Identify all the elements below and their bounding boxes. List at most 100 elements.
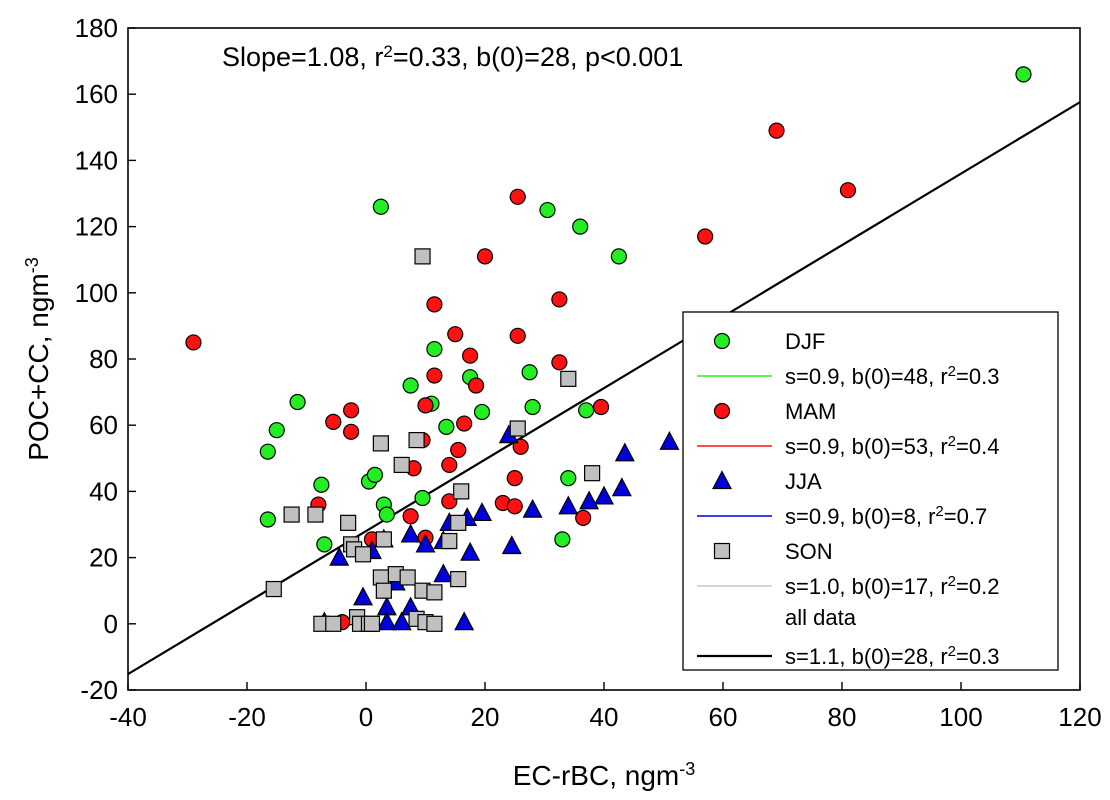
son-point (414, 248, 431, 265)
djf-point (578, 402, 595, 419)
mam-point (343, 423, 360, 440)
mam-point (426, 367, 443, 384)
legend: DJF s=0.9, b(0)=48, r2=0.3 MAM s=0.9, b(0)=… (682, 311, 1059, 671)
mam-point (575, 509, 592, 526)
y-tick-label: -20 (80, 675, 118, 705)
jja-point (579, 490, 600, 510)
djf-point (366, 466, 384, 483)
son-point (450, 514, 467, 531)
mam-point (441, 493, 458, 510)
legend-marker-jja (712, 470, 732, 490)
son-point (340, 514, 357, 531)
djf-point (438, 418, 455, 435)
jja-point (454, 611, 475, 631)
mam-point (447, 326, 464, 343)
son-point (354, 546, 372, 563)
x-tick-label: 40 (590, 702, 619, 732)
mam-point (592, 398, 610, 416)
series-jja (314, 424, 680, 631)
jja-point (614, 442, 635, 462)
djf-point (316, 536, 333, 553)
jja-point (472, 502, 493, 522)
jja-point (329, 546, 350, 566)
mam-point (441, 456, 458, 474)
djf-point (1015, 66, 1032, 83)
djf-point (402, 377, 419, 394)
annotation-text: Slope=1.08, r2=0.33, b(0)=28, p<0.001 (222, 42, 683, 73)
legend-label-all-data: all data (785, 605, 857, 630)
mam-point (697, 228, 714, 245)
djf-point (313, 476, 330, 493)
y-tick-label: 100 (75, 278, 118, 308)
mam-point (506, 470, 523, 487)
y-tick-label: 120 (75, 212, 118, 242)
djf-point (378, 506, 395, 523)
series-djf (259, 66, 1032, 553)
djf-point (268, 422, 285, 439)
mam-point (509, 327, 526, 344)
djf-point (560, 470, 577, 487)
mam-point (456, 415, 473, 432)
y-tick-label: 180 (75, 13, 118, 43)
mam-point (426, 296, 443, 313)
jja-point (400, 523, 421, 543)
son-point (265, 580, 282, 598)
djf-point (473, 403, 491, 421)
y-tick-label: 80 (89, 344, 118, 374)
djf-point (524, 398, 541, 416)
x-tick-label: 80 (828, 702, 857, 732)
legend-label-mam: MAM (785, 399, 836, 424)
legend-fit-label-son: s=1.0, b(0)=17, r2=0.2 (785, 573, 999, 600)
son-point (283, 506, 300, 523)
djf-point (539, 201, 556, 219)
jja-point (659, 430, 680, 450)
jja-point (594, 485, 614, 505)
djf-point (426, 340, 443, 358)
mam-point (551, 354, 568, 371)
jja-point (501, 535, 522, 555)
y-axis-label: POC+CC, ngm-3 (22, 257, 54, 461)
mam-point (325, 413, 342, 430)
mam-point (839, 182, 857, 199)
mam-point (506, 498, 523, 515)
x-tick-label: 120 (1058, 702, 1101, 732)
djf-point (572, 218, 589, 235)
son-point (393, 456, 410, 474)
djf-point (259, 511, 276, 528)
jja-point (522, 498, 543, 518)
y-tick-label: 0 (104, 609, 118, 639)
son-point (560, 370, 577, 387)
jja-point (460, 541, 481, 561)
jja-point (558, 495, 579, 515)
x-tick-label: 100 (939, 702, 982, 732)
mam-point (768, 122, 785, 139)
son-point (426, 584, 443, 601)
son-point (509, 420, 526, 437)
son-point (375, 531, 392, 548)
son-point (363, 615, 381, 632)
son-point (372, 435, 389, 452)
legend-label-son: SON (785, 539, 833, 564)
x-tick-label: -40 (109, 702, 147, 732)
djf-point (289, 393, 306, 411)
djf-point (414, 489, 431, 507)
x-tick-label: -20 (228, 702, 266, 732)
djf-point (259, 443, 276, 460)
regression-line-all-data (128, 101, 1080, 676)
jja-point (415, 533, 436, 553)
son-point (375, 582, 392, 599)
y-tick-label: 40 (89, 476, 118, 506)
jja-point (391, 611, 412, 631)
son-point (325, 615, 342, 632)
y-tick-label: 160 (75, 79, 118, 109)
series-son (265, 248, 601, 632)
y-tick-label: 20 (89, 543, 118, 573)
jja-point (611, 477, 632, 497)
son-point (453, 483, 470, 500)
son-point (441, 532, 458, 550)
mam-point (476, 248, 494, 265)
mam-point (417, 397, 434, 414)
mam-point (185, 334, 202, 351)
legend-fit-label-jja: s=0.9, b(0)=8, r2=0.7 (785, 503, 987, 530)
